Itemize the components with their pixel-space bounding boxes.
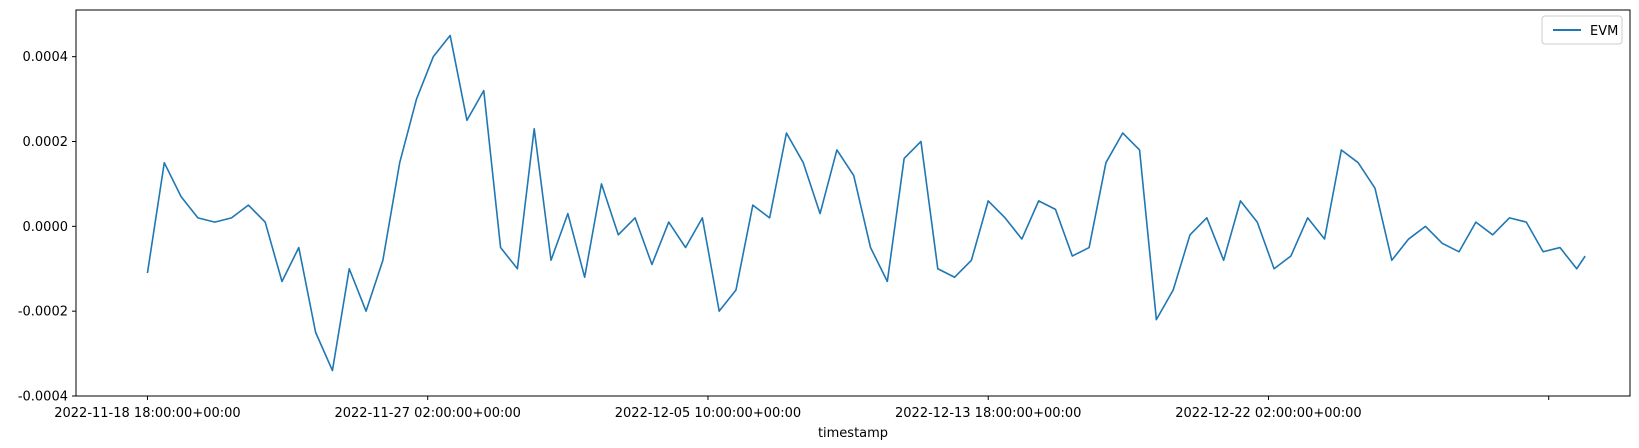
x-tick-label: 2022-12-22 02:00:00+00:00 xyxy=(1175,406,1361,421)
legend-box xyxy=(1541,15,1623,45)
y-tick-label: -0.0004 xyxy=(18,390,68,405)
legend: EVM xyxy=(1541,15,1623,45)
x-tick-label: 2022-11-27 02:00:00+00:00 xyxy=(334,406,520,421)
y-axis: -0.0004 -0.0002 0.0000 0.0002 0.0004 xyxy=(18,50,76,405)
x-tick-label: 2022-12-13 18:00:00+00:00 xyxy=(895,406,1081,421)
legend-label-evm: EVM xyxy=(1590,24,1618,39)
x-tick-label: 2022-11-18 18:00:00+00:00 xyxy=(54,406,240,421)
y-tick-label: 0.0002 xyxy=(23,135,69,150)
y-tick-label: 0.0000 xyxy=(23,220,69,235)
y-tick-label: 0.0004 xyxy=(23,50,69,65)
x-axis-label: timestamp xyxy=(818,426,888,441)
series-line-evm xyxy=(146,34,1586,372)
plot-area xyxy=(76,10,1630,396)
plot-frame xyxy=(75,9,1631,397)
series-layer xyxy=(146,34,1586,372)
x-tick-label: 2022-12-05 10:00:00+00:00 xyxy=(615,406,801,421)
y-tick-label: -0.0002 xyxy=(18,305,68,320)
x-axis: 2022-11-18 18:00:00+00:00 2022-11-27 02:0… xyxy=(54,396,1550,421)
